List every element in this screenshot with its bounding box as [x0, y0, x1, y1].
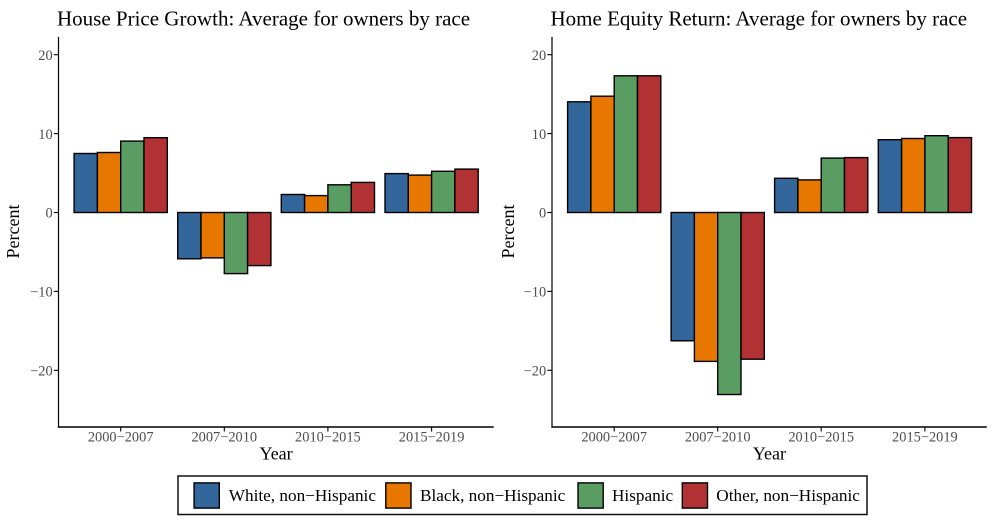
svg-text:Percent: Percent	[3, 205, 23, 259]
svg-text:10: 10	[38, 127, 52, 143]
svg-text:−10: −10	[524, 285, 547, 301]
svg-text:2007−2010: 2007−2010	[191, 430, 257, 446]
svg-text:House Price Growth: Average fo: House Price Growth: Average for owners b…	[57, 7, 470, 31]
svg-text:2007−2010: 2007−2010	[685, 430, 751, 446]
svg-text:2010−2015: 2010−2015	[788, 430, 854, 446]
svg-text:2010−2015: 2010−2015	[295, 430, 361, 446]
svg-text:2000−2007: 2000−2007	[88, 430, 154, 446]
svg-text:Home Equity Return: Average fo: Home Equity Return: Average for owners b…	[551, 7, 968, 31]
svg-text:2015−2019: 2015−2019	[399, 430, 465, 446]
svg-text:20: 20	[532, 48, 546, 64]
svg-text:−20: −20	[30, 364, 53, 380]
svg-text:Hispanic: Hispanic	[612, 486, 673, 505]
svg-text:10: 10	[532, 127, 546, 143]
svg-text:20: 20	[38, 48, 52, 64]
svg-text:0: 0	[45, 206, 52, 222]
svg-text:Black, non−Hispanic: Black, non−Hispanic	[420, 486, 566, 505]
svg-text:Other, non−Hispanic: Other, non−Hispanic	[716, 486, 860, 505]
svg-text:2000−2007: 2000−2007	[581, 430, 647, 446]
svg-text:−20: −20	[524, 364, 547, 380]
svg-text:White, non−Hispanic: White, non−Hispanic	[229, 486, 377, 505]
svg-text:Percent: Percent	[498, 205, 518, 259]
svg-text:Year: Year	[753, 444, 786, 464]
svg-text:0: 0	[539, 206, 546, 222]
svg-text:−10: −10	[30, 285, 53, 301]
svg-text:2015−2019: 2015−2019	[892, 430, 958, 446]
svg-text:Year: Year	[260, 444, 293, 464]
